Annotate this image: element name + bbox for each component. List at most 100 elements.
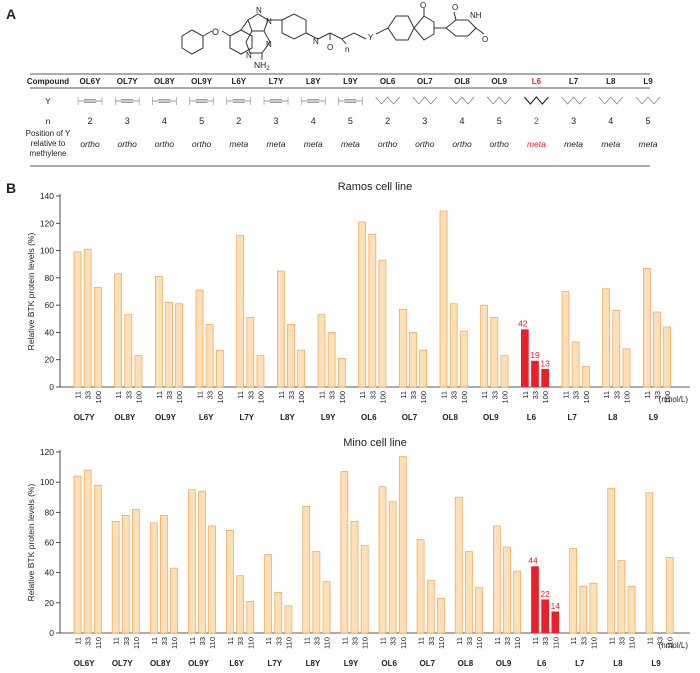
bar [513,570,522,634]
bar [617,560,626,634]
bar [274,591,283,634]
y-label: Y [368,33,374,42]
y-tick-label: 100 [40,477,54,487]
concentration-tick-label: 11 [562,391,571,399]
ramos-chart: Ramos cell line 0 20 40 60 80 100 120 140 Relativ… [26,182,690,422]
bar [581,366,590,388]
concentration-tick-label: 110 [94,637,103,649]
compound-label: L7 [567,413,577,422]
bar [490,317,499,388]
bar [589,582,598,634]
compound-label: OL7Y [74,413,96,422]
table-header: OL6 [380,77,396,86]
bar [246,600,255,634]
bar [73,251,82,388]
compound-label: OL7 [419,659,435,668]
bar [653,311,661,388]
compound-label: L9Y [321,413,336,422]
y-tick-label: 80 [45,507,55,517]
bar [284,605,293,634]
n-value: 2 [385,116,390,126]
n-value: 4 [608,116,613,126]
bar [111,521,120,634]
bar [264,554,272,634]
concentration-tick-label: 33 [206,391,215,399]
n-value: 4 [162,116,167,126]
y-tick-label: 60 [45,538,55,548]
bar [378,259,387,388]
concentration-tick-label: 110 [666,637,675,649]
bar [398,308,407,388]
concentration-tick-label: 33 [572,391,581,399]
bar [93,484,102,634]
compound-label: OL9 [483,413,499,422]
bar [449,303,458,388]
concentration-tick-label: 100 [256,391,265,404]
nh2-label: NH2 [254,60,270,72]
concentration-tick-label: 100 [378,391,387,404]
compound-label: L6 [527,413,537,422]
concentration-tick-label: 11 [340,637,349,645]
row-label-n: n [46,116,51,126]
compound-label: L9 [649,413,659,422]
position-value: meta [527,139,546,149]
y-tick-label: 80 [45,273,55,283]
y-axis-label: Relative BTK protein levels (%) [26,233,36,351]
bar [287,323,295,388]
bar [642,267,651,388]
bar [83,469,92,634]
n-value: 5 [497,116,502,126]
concentration-tick-label: 100 [338,391,347,404]
compound-label: L8 [608,413,618,422]
y-tick-label: 0 [49,628,54,638]
alkane-linker-icon [449,96,475,105]
data-label: 19 [530,350,540,360]
concentration-tick-label: 11 [607,637,616,645]
compound-label: OL6 [361,413,377,422]
concentration-tick-label: 33 [409,391,418,399]
concentration-tick-label: 11 [531,637,540,645]
concentration-tick-label: 33 [246,391,255,399]
position-value: ortho [490,139,510,149]
bar [124,314,133,388]
concentration-tick-label: 33 [541,637,550,645]
o-label-2: O [327,43,333,52]
concentration-tick-label: 11 [602,391,611,399]
concentration-tick-label: 100 [541,391,550,404]
alkyne-linker-icon [263,97,289,105]
concentration-tick-label: 11 [379,637,388,645]
bar [480,304,489,388]
panel-label-a: A [6,6,17,22]
concentration-tick-label: 33 [124,391,133,399]
row-label-position: Position of Y [26,129,71,138]
concentration-tick-label: 110 [513,637,522,649]
table-header: OL7Y [117,77,139,86]
n-value: 3 [422,116,427,126]
data-label: 44 [528,556,538,566]
alkyne-linker-icon [114,97,140,105]
data-label: 22 [540,589,550,599]
concentration-tick-label: 110 [551,637,560,649]
n-value: 3 [273,116,278,126]
concentration-tick-label: 33 [198,637,207,645]
concentration-tick-label: 11 [236,391,245,399]
bar [388,501,397,634]
table-header: OL8Y [154,77,176,86]
position-value: meta [601,139,620,149]
compound-label: OL8 [442,413,458,422]
concentration-tick-label: 110 [437,637,446,649]
o-label-4: O [452,3,458,12]
bar [612,310,621,388]
table-header: Compound [27,77,69,86]
n-value: 5 [199,116,204,126]
bar [134,355,143,388]
concentration-tick-label: 11 [455,637,464,645]
bar [121,514,130,634]
concentration-tick-label: 33 [656,637,665,645]
compound-label: L9Y [344,659,359,668]
concentration-tick-label: 110 [208,637,217,649]
alkane-linker-icon [486,96,512,105]
n-value: 3 [571,116,576,126]
position-value: meta [341,139,360,149]
concentration-tick-label: 33 [274,637,283,645]
